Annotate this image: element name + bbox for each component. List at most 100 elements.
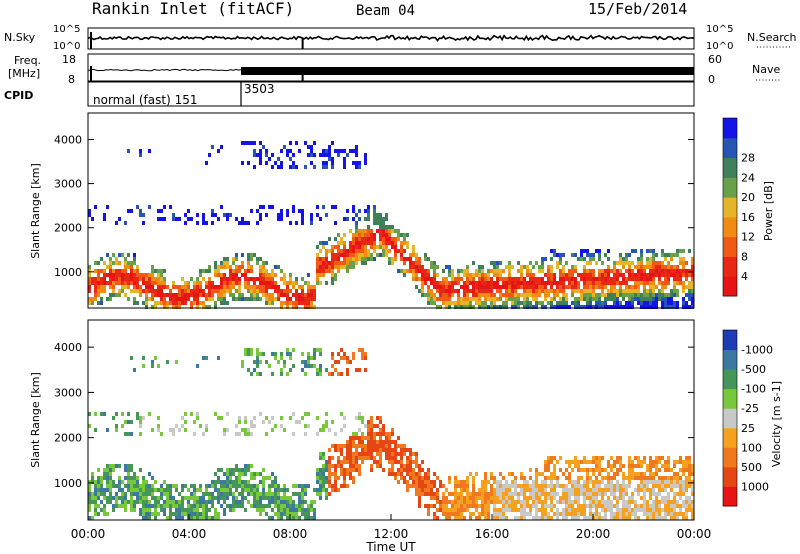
data-cell xyxy=(190,217,193,221)
data-cell xyxy=(370,257,373,261)
data-cell xyxy=(250,476,253,480)
data-cell xyxy=(325,269,328,273)
data-cell xyxy=(649,516,652,520)
data-cell xyxy=(652,285,655,289)
data-cell xyxy=(379,253,382,257)
data-cell xyxy=(100,508,103,512)
data-cell xyxy=(361,356,364,360)
data-cell xyxy=(487,277,490,281)
data-cell xyxy=(124,221,127,225)
data-cell xyxy=(247,488,250,492)
data-cell xyxy=(301,277,304,281)
data-cell xyxy=(571,253,574,257)
data-cell xyxy=(472,488,475,492)
data-cell xyxy=(442,512,445,516)
data-cell xyxy=(88,488,91,492)
data-cell xyxy=(157,273,160,277)
data-cell xyxy=(289,141,292,145)
data-cell xyxy=(394,472,397,476)
data-cell xyxy=(661,488,664,492)
data-cell xyxy=(511,277,514,281)
data-cell xyxy=(661,500,664,504)
data-cell xyxy=(139,432,142,436)
data-cell xyxy=(322,476,325,480)
data-cell xyxy=(226,492,229,496)
data-cell xyxy=(496,492,499,496)
data-cell xyxy=(556,512,559,516)
data-cell xyxy=(484,273,487,277)
data-cell xyxy=(382,225,385,229)
data-cell xyxy=(682,460,685,464)
data-cell xyxy=(328,492,331,496)
data-cell xyxy=(106,273,109,277)
data-cell xyxy=(97,488,100,492)
data-cell xyxy=(286,285,289,289)
data-cell xyxy=(241,265,244,269)
data-cell xyxy=(217,468,220,472)
data-cell xyxy=(343,265,346,269)
data-cell xyxy=(628,265,631,269)
data-cell xyxy=(232,480,235,484)
data-cell xyxy=(103,261,106,265)
data-cell xyxy=(97,261,100,265)
data-cell xyxy=(679,456,682,460)
data-cell xyxy=(463,269,466,273)
data-cell xyxy=(511,265,514,269)
data-cell xyxy=(616,504,619,508)
data-cell xyxy=(127,484,130,488)
data-cell xyxy=(565,508,568,512)
data-cell xyxy=(493,281,496,285)
data-cell xyxy=(346,368,349,372)
data-cell xyxy=(253,281,256,285)
data-cell xyxy=(568,500,571,504)
data-cell xyxy=(583,504,586,508)
data-cell xyxy=(559,289,562,293)
data-cell xyxy=(373,444,376,448)
data-cell xyxy=(349,436,352,440)
data-cell xyxy=(151,484,154,488)
data-cell xyxy=(358,440,361,444)
data-cell xyxy=(145,480,148,484)
data-cell xyxy=(559,281,562,285)
data-cell xyxy=(283,293,286,297)
data-cell xyxy=(178,504,181,508)
data-cell xyxy=(532,289,535,293)
data-cell xyxy=(640,281,643,285)
data-cell xyxy=(649,269,652,273)
data-cell xyxy=(328,145,331,149)
data-cell xyxy=(214,261,217,265)
data-cell xyxy=(142,512,145,516)
data-cell xyxy=(301,297,304,301)
data-cell xyxy=(424,281,427,285)
data-cell xyxy=(679,488,682,492)
data-cell xyxy=(319,352,322,356)
data-cell xyxy=(277,488,280,492)
data-cell xyxy=(574,516,577,520)
data-cell xyxy=(397,468,400,472)
data-cell xyxy=(397,480,400,484)
data-cell xyxy=(331,249,334,253)
data-cell xyxy=(514,301,517,305)
data-cell xyxy=(211,145,214,149)
data-cell xyxy=(130,420,133,424)
data-cell xyxy=(589,277,592,281)
data-cell xyxy=(550,492,553,496)
data-cell xyxy=(628,460,631,464)
data-cell xyxy=(448,512,451,516)
data-cell xyxy=(202,500,205,504)
data-cell xyxy=(106,464,109,468)
data-cell xyxy=(106,476,109,480)
data-cell xyxy=(109,281,112,285)
data-cell xyxy=(565,261,568,265)
data-cell xyxy=(316,488,319,492)
data-cell xyxy=(400,245,403,249)
data-cell xyxy=(280,416,283,420)
data-cell xyxy=(154,301,157,305)
data-cell xyxy=(538,277,541,281)
data-cell xyxy=(352,217,355,221)
data-cell xyxy=(571,281,574,285)
data-cell xyxy=(598,301,601,305)
data-cell xyxy=(271,496,274,500)
data-cell xyxy=(157,285,160,289)
data-cell xyxy=(133,285,136,289)
